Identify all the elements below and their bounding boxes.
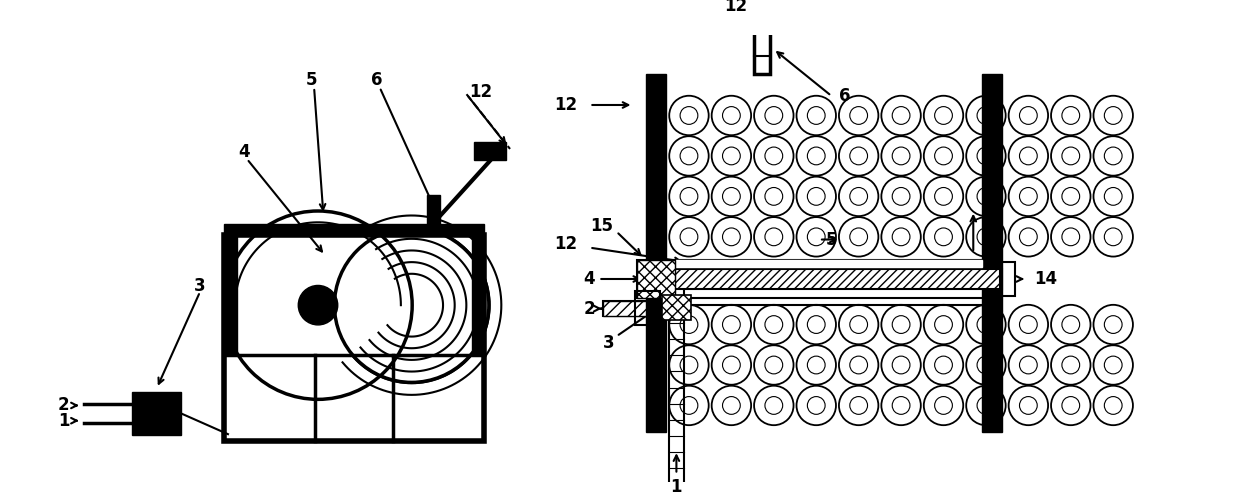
Bar (637, 260, 675, 298)
Text: 12: 12 (554, 96, 577, 114)
Text: 4: 4 (583, 270, 595, 288)
Bar (224, 224, 485, 235)
Text: 6: 6 (838, 87, 851, 105)
Bar (646, 74, 666, 432)
Bar (982, 74, 1002, 432)
Bar (474, 142, 506, 160)
Text: 6: 6 (371, 71, 383, 89)
Bar (224, 235, 237, 355)
Bar (635, 291, 660, 325)
Text: 4: 4 (238, 142, 250, 161)
Text: 2: 2 (583, 300, 595, 318)
Bar (666, 260, 982, 267)
Text: 5: 5 (305, 71, 317, 89)
Bar (603, 301, 646, 316)
Bar (646, 269, 1002, 289)
Text: 12: 12 (724, 0, 748, 15)
Text: 1: 1 (58, 412, 69, 430)
Text: 12: 12 (554, 235, 577, 253)
Bar (427, 195, 440, 226)
Bar (662, 295, 691, 320)
Bar (131, 392, 181, 435)
Bar (637, 260, 675, 298)
Text: 12: 12 (469, 83, 492, 101)
Text: 15: 15 (590, 217, 613, 235)
Bar (1001, 262, 1014, 296)
Text: 5: 5 (826, 231, 837, 249)
Text: 14: 14 (1034, 270, 1058, 288)
Text: 3: 3 (604, 334, 615, 352)
Text: 3: 3 (195, 277, 206, 295)
Bar (224, 235, 485, 441)
Circle shape (299, 285, 337, 325)
Text: 2: 2 (57, 396, 69, 414)
Text: 1: 1 (671, 478, 682, 496)
Bar (603, 301, 646, 316)
Bar (472, 235, 485, 355)
Bar (754, 24, 770, 74)
